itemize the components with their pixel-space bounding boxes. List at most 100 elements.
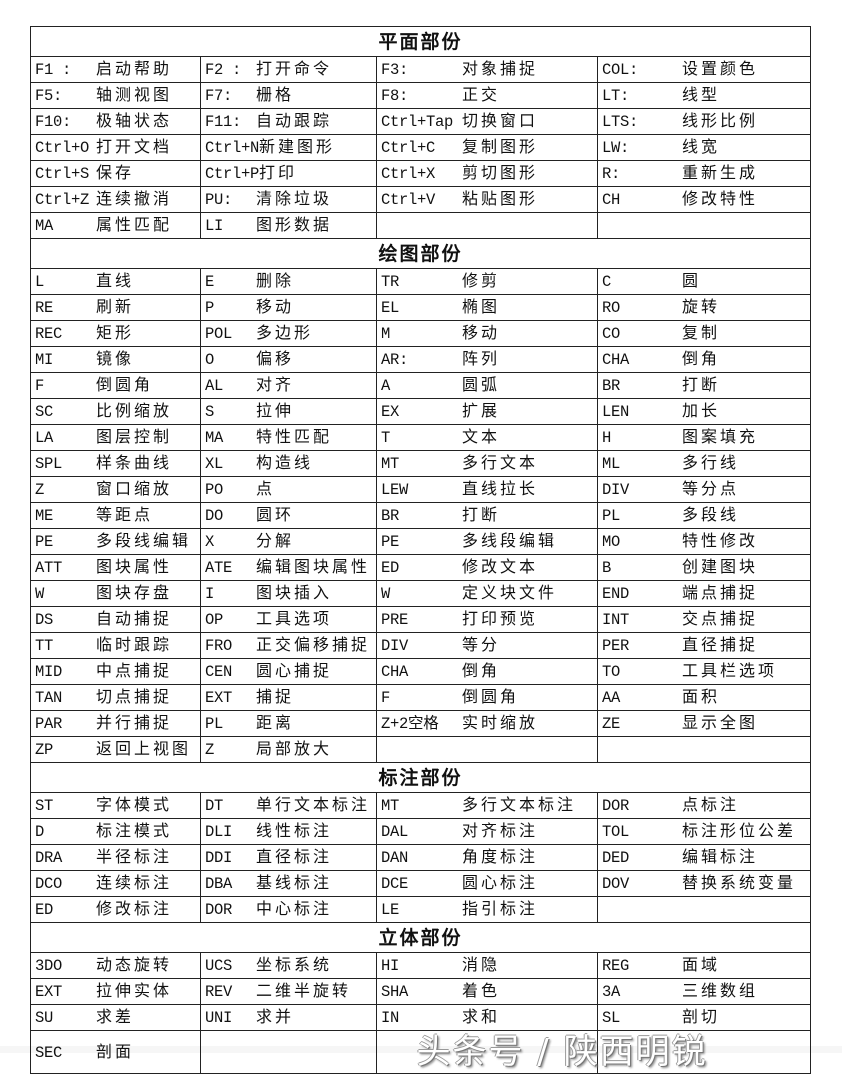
shortcut-description: 基线标注 (256, 873, 333, 892)
shortcut-key: 3DO (35, 957, 63, 975)
shortcut-description: 加长 (682, 401, 721, 420)
section-title: 标注部份 (29, 762, 812, 793)
shortcut-key: PRE (381, 611, 409, 629)
shortcut-description: 图块属性 (96, 557, 173, 576)
shortcut-key: E (205, 273, 215, 291)
shortcut-key: ZP (35, 741, 54, 759)
shortcut-description: 点标注 (682, 795, 740, 814)
shortcut-cell: B 创建图块 (596, 554, 812, 581)
shortcut-key: S (205, 403, 215, 421)
shortcut-cell: ML 多行线 (596, 450, 812, 477)
shortcut-description: 多段线 (682, 505, 740, 524)
shortcut-key: DCE (381, 875, 409, 893)
shortcut-key: MT (381, 797, 400, 815)
shortcut-key: Ctrl+V (381, 191, 436, 209)
shortcut-cell: PU: 清除垃圾 (200, 186, 377, 213)
shortcut-description: 剖面 (96, 1041, 135, 1061)
shortcut-key: R: (602, 165, 621, 183)
shortcut-cell: T 文本 (376, 424, 598, 451)
shortcut-description: 求并 (256, 1007, 295, 1026)
shortcut-key: I (205, 585, 215, 603)
shortcut-description: 等分点 (682, 479, 740, 498)
shortcut-key: MI (35, 351, 54, 369)
shortcut-key: DED (602, 849, 630, 867)
shortcut-cell: DAL 对齐标注 (376, 818, 598, 845)
shortcut-key: DOR (602, 797, 630, 815)
shortcut-cell: CEN 圆心捕捉 (200, 658, 377, 685)
shortcut-key: B (602, 559, 612, 577)
shortcut-description: 点 (256, 479, 276, 498)
shortcut-cell: DIV 等分点 (596, 476, 812, 503)
shortcut-description: 新建图形 (259, 137, 336, 156)
shortcut-key: END (602, 585, 630, 603)
shortcut-key: Z+2空格 (381, 715, 439, 733)
shortcut-key: DO (205, 507, 224, 525)
shortcut-cell: Ctrl+P打印 (200, 160, 377, 187)
shortcut-key: PU: (205, 191, 233, 209)
shortcut-cell: END 端点捕捉 (596, 580, 812, 607)
shortcut-description: 镜像 (96, 349, 135, 368)
shortcut-cell: ED 修改文本 (376, 554, 598, 581)
shortcut-key: ME (35, 507, 54, 525)
shortcut-key: LEN (602, 403, 630, 421)
shortcut-description: 直线拉长 (462, 479, 539, 498)
shortcut-cell: DOV 替换系统变量 (596, 870, 812, 897)
shortcut-description: 修改标注 (96, 899, 173, 918)
shortcut-description: 扩展 (462, 401, 501, 420)
shortcut-description: 等分 (462, 635, 501, 654)
shortcut-cell: LE 指引标注 (376, 896, 598, 923)
shortcut-key: FRO (205, 637, 233, 655)
shortcut-key: LT: (602, 87, 630, 105)
shortcut-cell: MT 多行文本标注 (376, 792, 598, 819)
shortcut-key: DBA (205, 875, 233, 893)
shortcut-description: 正交 (462, 85, 501, 104)
table-row: ED 修改标注 DOR 中心标注 LE 指引标注 (30, 896, 812, 923)
table-row: TT 临时跟踪 FRO 正交偏移捕捉 DIV 等分 PER 直径捕捉 (30, 632, 812, 659)
shortcut-description: 圆心标注 (462, 873, 539, 892)
shortcut-description: 图形数据 (256, 215, 333, 234)
shortcut-cell: Z 局部放大 (200, 736, 377, 763)
shortcut-key: SL (602, 1009, 621, 1027)
shortcut-cell: DCE 圆心标注 (376, 870, 598, 897)
shortcut-description: 创建图块 (682, 557, 759, 576)
shortcut-cell: EXT 捕捉 (200, 684, 377, 711)
shortcut-key: SU (35, 1009, 54, 1027)
shortcut-key: C (602, 273, 612, 291)
shortcut-description: 线形比例 (682, 111, 759, 130)
shortcut-description: 指引标注 (462, 899, 539, 918)
shortcut-key: COL: (602, 61, 639, 79)
shortcut-description: 消隐 (462, 955, 501, 974)
shortcut-cell: S 拉伸 (200, 398, 377, 425)
shortcut-cell: 3A 三维数组 (596, 978, 812, 1005)
shortcut-key: UNI (205, 1009, 233, 1027)
shortcut-key: F (35, 377, 45, 395)
shortcut-description: 直径捕捉 (682, 635, 759, 654)
table-row: DRA 半径标注 DDI 直径标注 DAN 角度标注 DED 编辑标注 (30, 844, 812, 871)
shortcut-key: DS (35, 611, 54, 629)
shortcut-key: DCO (35, 875, 63, 893)
shortcut-cell (596, 736, 812, 763)
shortcut-description: 倒圆角 (96, 375, 154, 394)
shortcut-description: 编辑标注 (682, 847, 759, 866)
shortcut-key: Z (35, 481, 45, 499)
shortcut-key: EXT (205, 689, 233, 707)
shortcut-cell: A 圆弧 (376, 372, 598, 399)
shortcut-description: 属性匹配 (96, 215, 173, 234)
table-row: DCO 连续标注 DBA 基线标注 DCE 圆心标注 DOV 替换系统变量 (30, 870, 812, 897)
shortcut-key: X (205, 533, 215, 551)
shortcut-key: MT (381, 455, 400, 473)
shortcut-description: 对象捕捉 (462, 59, 539, 78)
shortcut-key: ML (602, 455, 621, 473)
shortcut-cell: PE 多线段编辑 (376, 528, 598, 555)
shortcut-key: L (35, 273, 45, 291)
shortcut-cell: EX 扩展 (376, 398, 598, 425)
shortcut-cell: SPL 样条曲线 (30, 450, 201, 477)
table-row: ZP 返回上视图 Z 局部放大 (30, 736, 812, 763)
shortcut-description: 求和 (462, 1007, 501, 1026)
shortcut-description: 剖切 (682, 1007, 721, 1026)
shortcut-description: 修剪 (462, 271, 501, 290)
shortcut-key: PO (205, 481, 224, 499)
shortcut-description: 圆环 (256, 505, 295, 524)
shortcut-cell: Z 窗口缩放 (30, 476, 201, 503)
shortcut-cell: Ctrl+X 剪切图形 (376, 160, 598, 187)
